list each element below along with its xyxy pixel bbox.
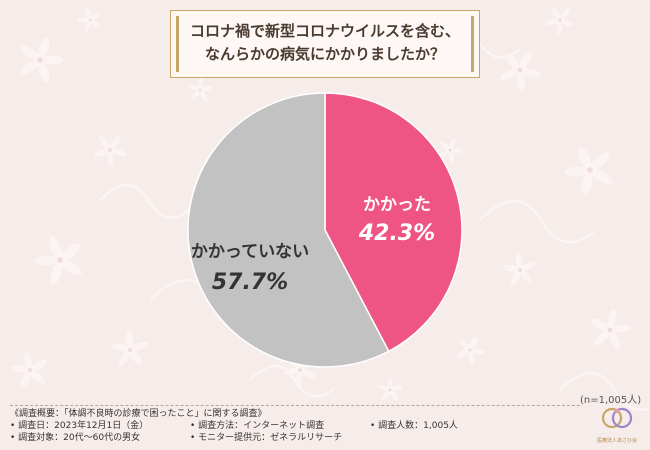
survey-header: 《調査概要：「体調不良時の診療で困ったこと」に関する調査》 — [10, 409, 267, 419]
slice-label: かかっていない — [191, 242, 309, 262]
title-line-2: なんらかの病気にかかりましたか？ — [204, 45, 445, 63]
flower-ornament — [503, 252, 536, 286]
pie-slice — [187, 92, 390, 368]
logo-text: 医療法人あさひ会 — [596, 438, 637, 444]
flower-ornament — [188, 77, 213, 102]
title-line-1: コロナ禍で新型コロナウイルスを含む、 — [189, 22, 460, 40]
flower-ornament — [93, 135, 127, 168]
swirl-ornament — [559, 371, 650, 412]
flower-ornament — [456, 336, 485, 365]
survey-method: • 調査方法：インターネット調査 — [190, 421, 325, 431]
flower-ornament — [500, 51, 541, 92]
flower-ornament — [20, 37, 64, 83]
slice-label: かかった — [363, 195, 431, 215]
flower-ornament — [377, 377, 403, 401]
slice-value-label: 42.3% — [358, 221, 435, 246]
flower-ornament — [111, 330, 149, 367]
flower-ornament — [77, 7, 101, 33]
swirl-ornament — [99, 183, 191, 219]
flower-ornament — [10, 351, 48, 388]
pie-slice — [324, 92, 463, 353]
swirl-ornament — [479, 199, 595, 244]
survey-target: • 調査対象：20代～60代の男女 — [10, 433, 141, 443]
flower-ornament — [590, 308, 632, 350]
title-box: コロナ禍で新型コロナウイルスを含む、 なんらかの病気にかかりましたか？ — [170, 10, 480, 78]
survey-provider: • モニター提供元：ゼネラルリサーチ — [190, 433, 343, 443]
sample-size-label: (n=1,005人) — [580, 395, 642, 406]
slice-value-label: 57.7% — [212, 270, 288, 295]
flower-ornament — [564, 146, 613, 196]
flower-ornament — [438, 138, 463, 163]
swirl-ornament — [249, 364, 335, 398]
survey-date: • 調査日：2023年12月1日（金） — [10, 421, 149, 431]
flower-ornament — [545, 7, 574, 35]
survey-count: • 調査人数：1,005人 — [370, 421, 458, 431]
clinic-logo: 医療法人あさひ会 — [592, 403, 642, 447]
logo-emblem-icon — [601, 407, 633, 429]
flower-ornament — [34, 235, 82, 285]
footer-divider — [10, 405, 580, 406]
